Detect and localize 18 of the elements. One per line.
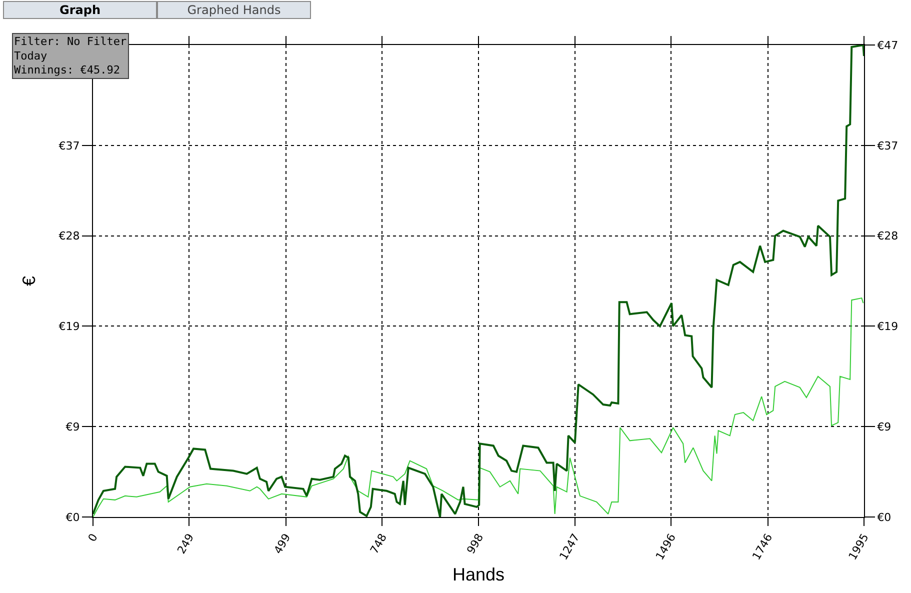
line-series	[93, 298, 864, 517]
y-tick-label: €9	[66, 420, 80, 434]
annotation: Filter: No Filter Today Winnings: €45.92	[14, 35, 127, 77]
text: Graphed Hands	[187, 3, 281, 17]
y2-tick-label: €0	[877, 510, 892, 524]
x-tick-label: 0	[86, 531, 100, 544]
y-tick-label: €28	[58, 230, 80, 243]
y2-tick-label: €37	[877, 139, 898, 152]
y2-tick-label: €28	[877, 230, 898, 243]
y-tick-label: €37	[58, 139, 80, 152]
y2-tick-label: €47	[877, 38, 898, 52]
y-tick-label: €0	[66, 510, 80, 524]
y2-tick-label: €9	[877, 420, 892, 434]
y-tick-label: €19	[58, 320, 80, 334]
y-axis-title: €	[19, 276, 39, 286]
x-axis-title: Hands	[452, 564, 505, 584]
y2-tick-label: €19	[877, 320, 898, 334]
text: Graph	[60, 3, 100, 17]
